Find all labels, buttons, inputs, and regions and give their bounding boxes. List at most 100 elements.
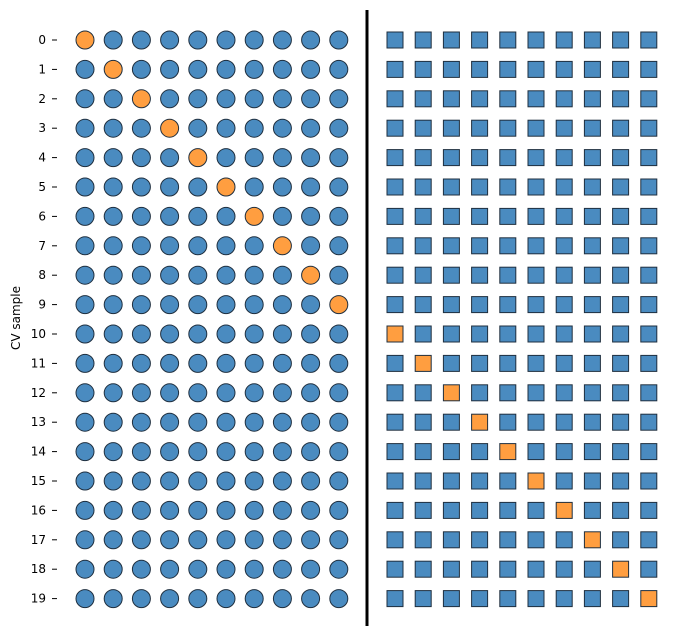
- data-marker: [386, 354, 404, 372]
- data-marker: [612, 119, 630, 137]
- data-marker: [329, 89, 349, 109]
- data-marker: [386, 207, 404, 225]
- data-marker: [442, 31, 460, 49]
- data-marker: [244, 442, 264, 462]
- data-marker: [244, 295, 264, 315]
- data-marker: [75, 118, 95, 138]
- data-marker: [216, 89, 236, 109]
- data-marker: [75, 295, 95, 315]
- data-marker: [640, 207, 658, 225]
- data-marker: [499, 90, 517, 108]
- data-marker: [103, 295, 123, 315]
- data-marker: [103, 30, 123, 50]
- data-marker: [499, 237, 517, 255]
- data-marker: [527, 31, 545, 49]
- data-marker: [244, 589, 264, 609]
- data-marker: [75, 589, 95, 609]
- highlight-marker: [442, 384, 460, 402]
- highlight-marker: [640, 590, 658, 608]
- data-marker: [301, 442, 321, 462]
- data-marker: [442, 501, 460, 519]
- data-marker: [583, 413, 601, 431]
- data-marker: [272, 559, 292, 579]
- data-marker: [131, 442, 151, 462]
- data-marker: [471, 31, 489, 49]
- data-marker: [329, 177, 349, 197]
- data-marker: [527, 149, 545, 167]
- data-marker: [216, 30, 236, 50]
- data-marker: [442, 413, 460, 431]
- data-marker: [527, 90, 545, 108]
- data-marker: [640, 178, 658, 196]
- data-marker: [499, 384, 517, 402]
- data-marker: [555, 31, 573, 49]
- data-marker: [188, 589, 208, 609]
- right-panel-markers: [386, 31, 658, 608]
- data-marker: [414, 531, 432, 549]
- data-marker: [471, 149, 489, 167]
- data-marker: [188, 353, 208, 373]
- y-tick-label: 10: [31, 327, 46, 341]
- data-marker: [244, 353, 264, 373]
- data-marker: [414, 149, 432, 167]
- data-marker: [414, 207, 432, 225]
- data-marker: [244, 412, 264, 432]
- data-marker: [301, 412, 321, 432]
- data-marker: [555, 266, 573, 284]
- data-marker: [272, 442, 292, 462]
- data-marker: [272, 471, 292, 491]
- data-marker: [499, 354, 517, 372]
- data-marker: [414, 443, 432, 461]
- data-marker: [499, 207, 517, 225]
- data-marker: [612, 590, 630, 608]
- data-marker: [640, 325, 658, 343]
- data-marker: [471, 443, 489, 461]
- data-marker: [555, 325, 573, 343]
- data-marker: [160, 353, 180, 373]
- data-marker: [640, 60, 658, 78]
- data-marker: [499, 149, 517, 167]
- data-marker: [188, 324, 208, 344]
- data-marker: [499, 472, 517, 490]
- data-marker: [555, 207, 573, 225]
- data-marker: [612, 178, 630, 196]
- data-marker: [329, 500, 349, 520]
- data-marker: [414, 560, 432, 578]
- data-marker: [244, 383, 264, 403]
- data-marker: [386, 31, 404, 49]
- data-marker: [329, 324, 349, 344]
- data-marker: [471, 119, 489, 137]
- data-marker: [414, 90, 432, 108]
- data-marker: [442, 60, 460, 78]
- data-marker: [499, 590, 517, 608]
- data-marker: [499, 531, 517, 549]
- data-marker: [75, 148, 95, 168]
- data-marker: [160, 471, 180, 491]
- data-marker: [471, 178, 489, 196]
- data-marker: [414, 325, 432, 343]
- data-marker: [216, 295, 236, 315]
- data-marker: [329, 442, 349, 462]
- data-marker: [471, 384, 489, 402]
- y-tick-label: 6: [38, 209, 46, 223]
- data-marker: [555, 590, 573, 608]
- data-marker: [301, 471, 321, 491]
- data-marker: [583, 90, 601, 108]
- data-marker: [329, 589, 349, 609]
- data-marker: [640, 266, 658, 284]
- data-marker: [188, 265, 208, 285]
- data-marker: [244, 30, 264, 50]
- data-marker: [442, 237, 460, 255]
- data-marker: [329, 412, 349, 432]
- data-marker: [555, 178, 573, 196]
- data-marker: [527, 266, 545, 284]
- y-tick-label: 11: [31, 356, 46, 370]
- data-marker: [583, 296, 601, 314]
- data-marker: [131, 30, 151, 50]
- data-marker: [75, 59, 95, 79]
- data-marker: [414, 501, 432, 519]
- data-marker: [272, 30, 292, 50]
- data-marker: [329, 353, 349, 373]
- data-marker: [103, 589, 123, 609]
- data-marker: [103, 412, 123, 432]
